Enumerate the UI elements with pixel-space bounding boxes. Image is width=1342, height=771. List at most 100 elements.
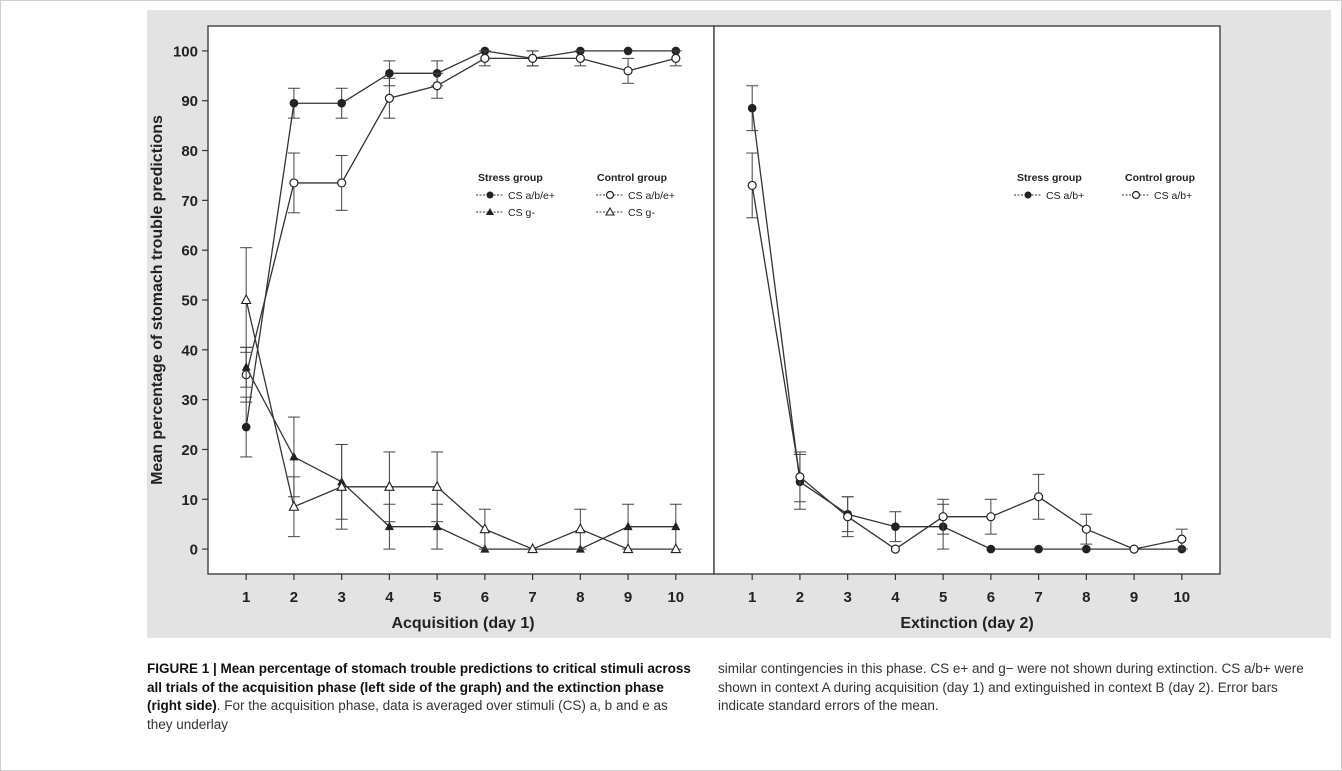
data-point (431, 480, 443, 491)
data-point (890, 544, 900, 554)
x-tick-label: 2 (796, 589, 804, 606)
figure-caption-right: similar contingencies in this phase. CS … (718, 660, 1308, 716)
svg-text:CS g-: CS g- (628, 207, 655, 219)
data-point (432, 81, 442, 91)
data-point (670, 542, 682, 554)
data-point (384, 521, 394, 531)
data-point (479, 522, 491, 534)
data-point (986, 544, 996, 554)
series-line (245, 299, 676, 550)
series-line (245, 57, 676, 375)
data-point (891, 522, 900, 531)
svg-text:CS a/b/e+: CS a/b/e+ (628, 190, 675, 202)
data-point (241, 362, 251, 371)
x-tick-label: 8 (576, 589, 584, 606)
x-tick-label: 6 (987, 589, 995, 606)
x-tick-label: 3 (843, 589, 851, 606)
legend-acquisition: Stress group Control group CS a/b/e+ CS … (476, 172, 675, 219)
x-tick-label: 3 (337, 589, 345, 606)
data-point (795, 472, 805, 482)
series-line (245, 366, 676, 550)
legend-stress-header: Stress group (1017, 172, 1082, 184)
series-line (245, 50, 676, 428)
panel-extinction (713, 25, 1221, 575)
data-point (480, 53, 490, 63)
data-point (575, 53, 585, 63)
caption-title: FIGURE 1 | Mean percentage of stomach tr… (147, 661, 691, 713)
data-point (1082, 544, 1091, 554)
data-point (337, 178, 347, 188)
data-point (336, 480, 348, 491)
x-tick-label: 1 (242, 589, 250, 606)
data-point (240, 293, 252, 305)
svg-text:CS a/b+: CS a/b+ (1154, 190, 1192, 202)
data-point (289, 178, 299, 188)
data-point (1034, 544, 1043, 554)
y-tick-label: 70 (181, 193, 198, 210)
data-point (671, 53, 681, 63)
x-tick-label: 1 (748, 589, 756, 606)
data-point (623, 521, 633, 531)
data-point (747, 180, 757, 191)
legend-item-stress-triangle: CS g- (476, 207, 535, 219)
x-tick-label: 2 (290, 589, 298, 606)
data-point (622, 542, 634, 554)
data-point (1177, 534, 1187, 544)
data-point (843, 512, 853, 522)
x-tick-label: 10 (667, 589, 684, 606)
data-point (385, 69, 394, 78)
legend-item-control-triangle: CS g- (596, 206, 655, 219)
data-point (1081, 524, 1091, 534)
data-point (938, 512, 948, 522)
legend-control-header: Control group (1125, 172, 1195, 184)
data-point (383, 480, 395, 491)
legend-item-control-circle: CS a/b/e+ (596, 190, 675, 202)
series-line (751, 108, 1182, 550)
x-tick-label: 10 (1173, 589, 1190, 606)
panel-acquisition-plot: 1 2 3 4 5 6 7 8 9 10 (240, 46, 684, 606)
legend-extinction: Stress group Control group CS a/b+ CS a/… (1014, 172, 1195, 202)
x-tick-label: 4 (891, 589, 900, 606)
caption-text-continued: similar contingencies in this phase. CS … (718, 661, 1304, 713)
y-tick-label: 60 (181, 243, 198, 260)
y-tick-label: 40 (181, 342, 198, 359)
panel-acquisition (207, 25, 715, 575)
y-tick-label: 50 (181, 293, 198, 310)
y-axis: 0 10 20 30 40 50 60 70 80 90 100 (173, 43, 208, 559)
data-point (384, 93, 394, 103)
y-tick-label: 10 (181, 492, 198, 509)
x-tick-label: 6 (481, 589, 489, 606)
legend-control-header: Control group (597, 172, 667, 184)
x-tick-label: 5 (433, 589, 441, 606)
data-point (1129, 544, 1139, 554)
data-point (747, 103, 757, 113)
data-point (1034, 492, 1044, 502)
svg-text:CS g-: CS g- (508, 207, 535, 219)
x-tick-label: 4 (385, 589, 394, 606)
data-point (574, 522, 586, 534)
data-point (671, 521, 681, 531)
data-point (289, 98, 299, 108)
y-tick-label: 30 (181, 392, 198, 409)
data-point (432, 521, 442, 531)
x-tick-label: 5 (939, 589, 947, 606)
legend-item-stress-circle: CS a/b+ (1014, 190, 1084, 202)
y-tick-label: 80 (181, 143, 198, 160)
y-tick-label: 20 (181, 442, 198, 459)
svg-text:CS a/b+: CS a/b+ (1046, 190, 1084, 202)
data-point (528, 53, 538, 63)
legend-item-stress-circle: CS a/b/e+ (476, 190, 555, 202)
x-tick-label: 9 (624, 589, 632, 606)
data-point (289, 451, 299, 461)
caption-text: . For the acquisition phase, data is ave… (147, 698, 668, 732)
y-axis-label: Mean percentage of stomach trouble predi… (149, 115, 166, 485)
x-tick-label: 8 (1082, 589, 1090, 606)
data-point (337, 98, 346, 108)
figure-caption-left: FIGURE 1 | Mean percentage of stomach tr… (147, 660, 692, 734)
x-axis-label-extinction: Extinction (day 2) (900, 615, 1033, 632)
x-tick-label: 7 (1034, 589, 1042, 606)
series-control-open-circle (746, 152, 1188, 554)
legend-item-control-circle: CS a/b+ (1122, 190, 1192, 202)
data-point (623, 46, 633, 56)
legend-stress-header: Stress group (478, 172, 543, 184)
